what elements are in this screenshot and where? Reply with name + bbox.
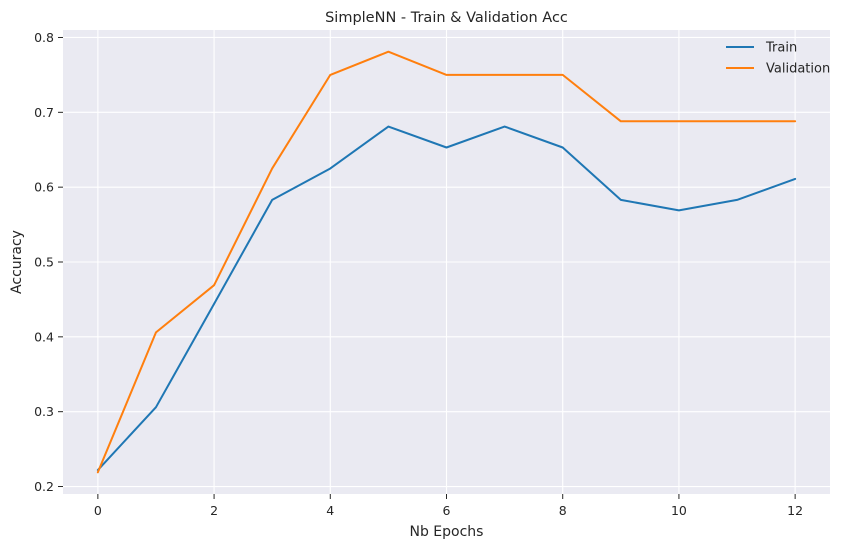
y-tick-label: 0.6 [34, 180, 54, 195]
x-tick-label: 2 [210, 503, 218, 518]
y-tick-label: 0.3 [34, 404, 54, 419]
legend-label-validation: Validation [766, 62, 830, 77]
x-tick-label: 12 [787, 503, 803, 518]
series-line-validation [96, 50, 797, 474]
series-line-train [96, 125, 797, 472]
x-tick-label: 6 [443, 503, 451, 518]
x-tick-label: 4 [326, 503, 334, 518]
series-lines [96, 50, 797, 474]
y-tick-label: 0.7 [34, 105, 54, 120]
tick-marks [58, 36, 796, 499]
x-tick-label: 0 [94, 503, 102, 518]
x-axis-label: Nb Epochs [410, 524, 484, 540]
legend-label-train: Train [765, 41, 797, 56]
chart-title: SimpleNN - Train & Validation Acc [325, 10, 568, 26]
x-tick-label: 10 [671, 503, 687, 518]
y-tick-label: 0.5 [34, 255, 54, 270]
y-tick-label: 0.8 [34, 30, 54, 45]
y-tick-label: 0.4 [34, 329, 54, 344]
x-tick-label: 8 [559, 503, 567, 518]
y-axis-label: Accuracy [9, 230, 25, 294]
tick-labels: 0 2 4 6 8 10 12 0.2 0.3 0.4 0.5 0.6 0.7 0.8 [34, 30, 803, 518]
legend: Train Validation [726, 41, 830, 77]
y-tick-label: 0.2 [34, 479, 54, 494]
grid [63, 30, 830, 494]
